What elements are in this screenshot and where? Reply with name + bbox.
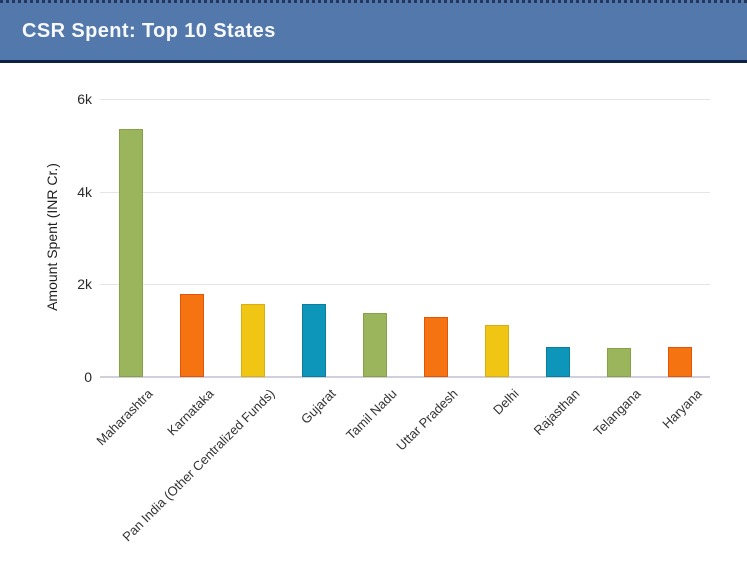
y-tick-label-4k: 4k	[77, 183, 92, 200]
bar-rajasthan[interactable]	[545, 346, 570, 377]
x-axis-label: Delhi	[489, 386, 522, 418]
chart-title: CSR Spent: Top 10 States	[22, 20, 276, 42]
bar-tamil-nadu[interactable]	[362, 312, 387, 377]
x-axis-label: Maharashtra	[92, 386, 156, 449]
bar-chart: Amount Spent (INR Cr.) 0 2k 4k 6k Maharashtr…	[0, 63, 747, 586]
bar-gujarat[interactable]	[301, 304, 326, 377]
gridline-2k	[100, 284, 710, 286]
bar-uttar-pradesh[interactable]	[423, 316, 448, 377]
x-axis-label: Karnataka	[163, 386, 217, 439]
y-tick-label-0: 0	[84, 369, 92, 385]
x-axis-label: Uttar Pradesh	[392, 386, 461, 454]
y-tick-label-2k: 2k	[77, 276, 92, 293]
x-axis-label: Gujarat	[297, 386, 339, 427]
bar-telangana[interactable]	[606, 348, 631, 377]
x-axis-label: Haryana	[658, 386, 705, 432]
bar-maharashtra[interactable]	[118, 129, 143, 377]
x-axis-line	[100, 376, 710, 378]
x-axis-label: Tamil Nadu	[342, 386, 400, 443]
bar-haryana[interactable]	[667, 347, 692, 377]
gridline-4k	[100, 191, 710, 193]
y-tick-label-6k: 6k	[77, 91, 92, 107]
bar-karnataka[interactable]	[179, 294, 204, 377]
bar-pan-india-other-centralized-funds-[interactable]	[240, 303, 265, 377]
bar-delhi[interactable]	[484, 324, 509, 377]
gridline-6k	[100, 99, 710, 100]
chart-header: CSR Spent: Top 10 States	[0, 0, 747, 63]
x-axis-label: Telangana	[590, 386, 644, 440]
x-axis-label: Rajasthan	[530, 386, 583, 439]
